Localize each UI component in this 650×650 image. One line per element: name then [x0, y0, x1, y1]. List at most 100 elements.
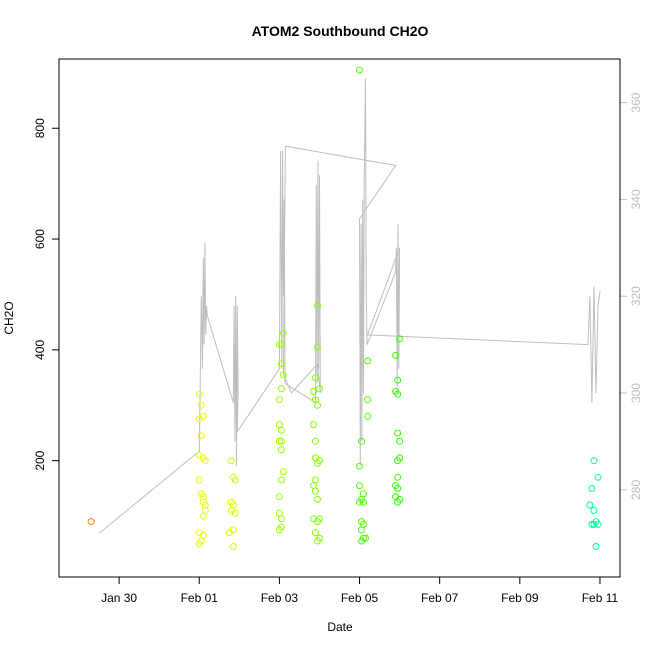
data-point-36	[279, 468, 287, 476]
data-point-34	[275, 493, 283, 501]
y-axis-label: CH2O	[2, 301, 16, 334]
data-point-41	[277, 426, 285, 434]
secondary-line-series	[98, 78, 601, 534]
data-point-62	[312, 437, 319, 445]
data-point-33	[277, 515, 285, 523]
data-point-28	[229, 473, 237, 481]
y-right-tick-label-0: 280	[629, 480, 643, 500]
data-point-109	[586, 501, 594, 509]
x-tick-label-4: Feb 07	[421, 591, 459, 605]
data-point-82	[356, 462, 363, 470]
data-point-93	[394, 473, 402, 481]
data-point-24	[231, 509, 239, 517]
data-point-85	[364, 396, 372, 404]
data-point-22	[229, 526, 237, 534]
data-point-66	[310, 387, 317, 395]
data-point-14	[195, 451, 203, 459]
data-point-99	[392, 387, 400, 395]
data-point-51	[312, 529, 319, 537]
data-point-97	[394, 429, 402, 437]
data-point-13	[201, 457, 209, 465]
data-point-72	[360, 534, 367, 542]
x-tick-label-3: Feb 05	[341, 591, 379, 605]
points-layer	[87, 66, 602, 550]
data-point-38	[275, 437, 283, 445]
data-point-92	[392, 482, 400, 490]
data-point-65	[312, 396, 319, 404]
data-point-83	[358, 437, 365, 445]
y-tick-label-1: 400	[33, 340, 47, 360]
data-point-0	[87, 518, 95, 526]
y-right-tick-label-1: 300	[629, 383, 643, 403]
x-tick-label-2: Feb 03	[261, 591, 299, 605]
y-tick-label-0: 200	[33, 450, 47, 470]
data-point-68	[312, 374, 319, 382]
data-point-15	[197, 432, 205, 440]
data-point-10	[199, 493, 207, 501]
data-point-20	[229, 543, 237, 550]
y-tick-label-3: 800	[33, 118, 47, 138]
data-point-63	[310, 421, 317, 429]
data-point-76	[358, 518, 365, 526]
data-point-67	[316, 385, 323, 393]
chart-title: ATOM2 Southbound CH2O	[252, 23, 429, 39]
data-point-19	[195, 390, 203, 398]
data-point-90	[392, 493, 400, 501]
data-point-46	[275, 340, 283, 348]
data-point-8	[201, 501, 209, 509]
data-point-100	[394, 376, 402, 384]
data-point-55	[314, 495, 321, 503]
data-point-96	[396, 437, 404, 445]
data-point-101	[392, 351, 400, 359]
data-point-87	[356, 66, 363, 74]
data-point-45	[277, 360, 285, 368]
data-point-35	[277, 476, 285, 484]
data-point-102	[396, 335, 404, 343]
data-point-61	[316, 457, 323, 465]
data-point-31	[277, 523, 285, 531]
data-point-29	[227, 457, 235, 465]
data-point-17	[199, 412, 207, 420]
data-point-86	[364, 357, 372, 365]
data-point-69	[314, 343, 321, 351]
data-point-80	[360, 490, 367, 498]
data-point-84	[364, 412, 372, 420]
data-point-81	[356, 482, 363, 490]
data-point-42	[275, 396, 283, 404]
line-series-layer	[98, 78, 601, 534]
data-point-47	[277, 340, 285, 348]
data-point-4	[195, 529, 203, 537]
x-tick-label-1: Feb 01	[181, 591, 219, 605]
data-point-18	[197, 401, 205, 409]
data-point-107	[592, 518, 600, 526]
data-point-110	[588, 484, 596, 492]
data-point-70	[314, 302, 321, 309]
data-point-58	[312, 476, 319, 484]
data-point-112	[590, 457, 598, 465]
data-point-111	[594, 473, 602, 481]
x-axis-label: Date	[327, 620, 353, 634]
data-point-39	[277, 437, 285, 445]
y-right-tick-label-3: 340	[629, 189, 643, 209]
data-point-48	[279, 329, 287, 337]
data-point-108	[590, 507, 598, 514]
x-tick-label-5: Feb 09	[501, 591, 539, 605]
plot-frame	[58, 58, 621, 578]
data-point-73	[362, 534, 369, 542]
data-point-43	[277, 385, 285, 393]
data-point-103	[592, 543, 600, 550]
data-point-11	[195, 476, 203, 484]
x-tick-label-6: Feb 11	[582, 591, 619, 605]
data-point-26	[229, 501, 237, 509]
y-tick-label-2: 600	[33, 229, 47, 249]
x-tick-label-0: Jan 30	[101, 591, 137, 605]
data-point-95	[396, 454, 404, 462]
data-point-50	[316, 534, 323, 542]
data-point-37	[277, 446, 285, 454]
y-right-tick-label-4: 360	[629, 92, 643, 112]
y-right-tick-label-2: 320	[629, 286, 643, 306]
data-point-44	[279, 371, 287, 379]
data-point-54	[310, 515, 317, 523]
